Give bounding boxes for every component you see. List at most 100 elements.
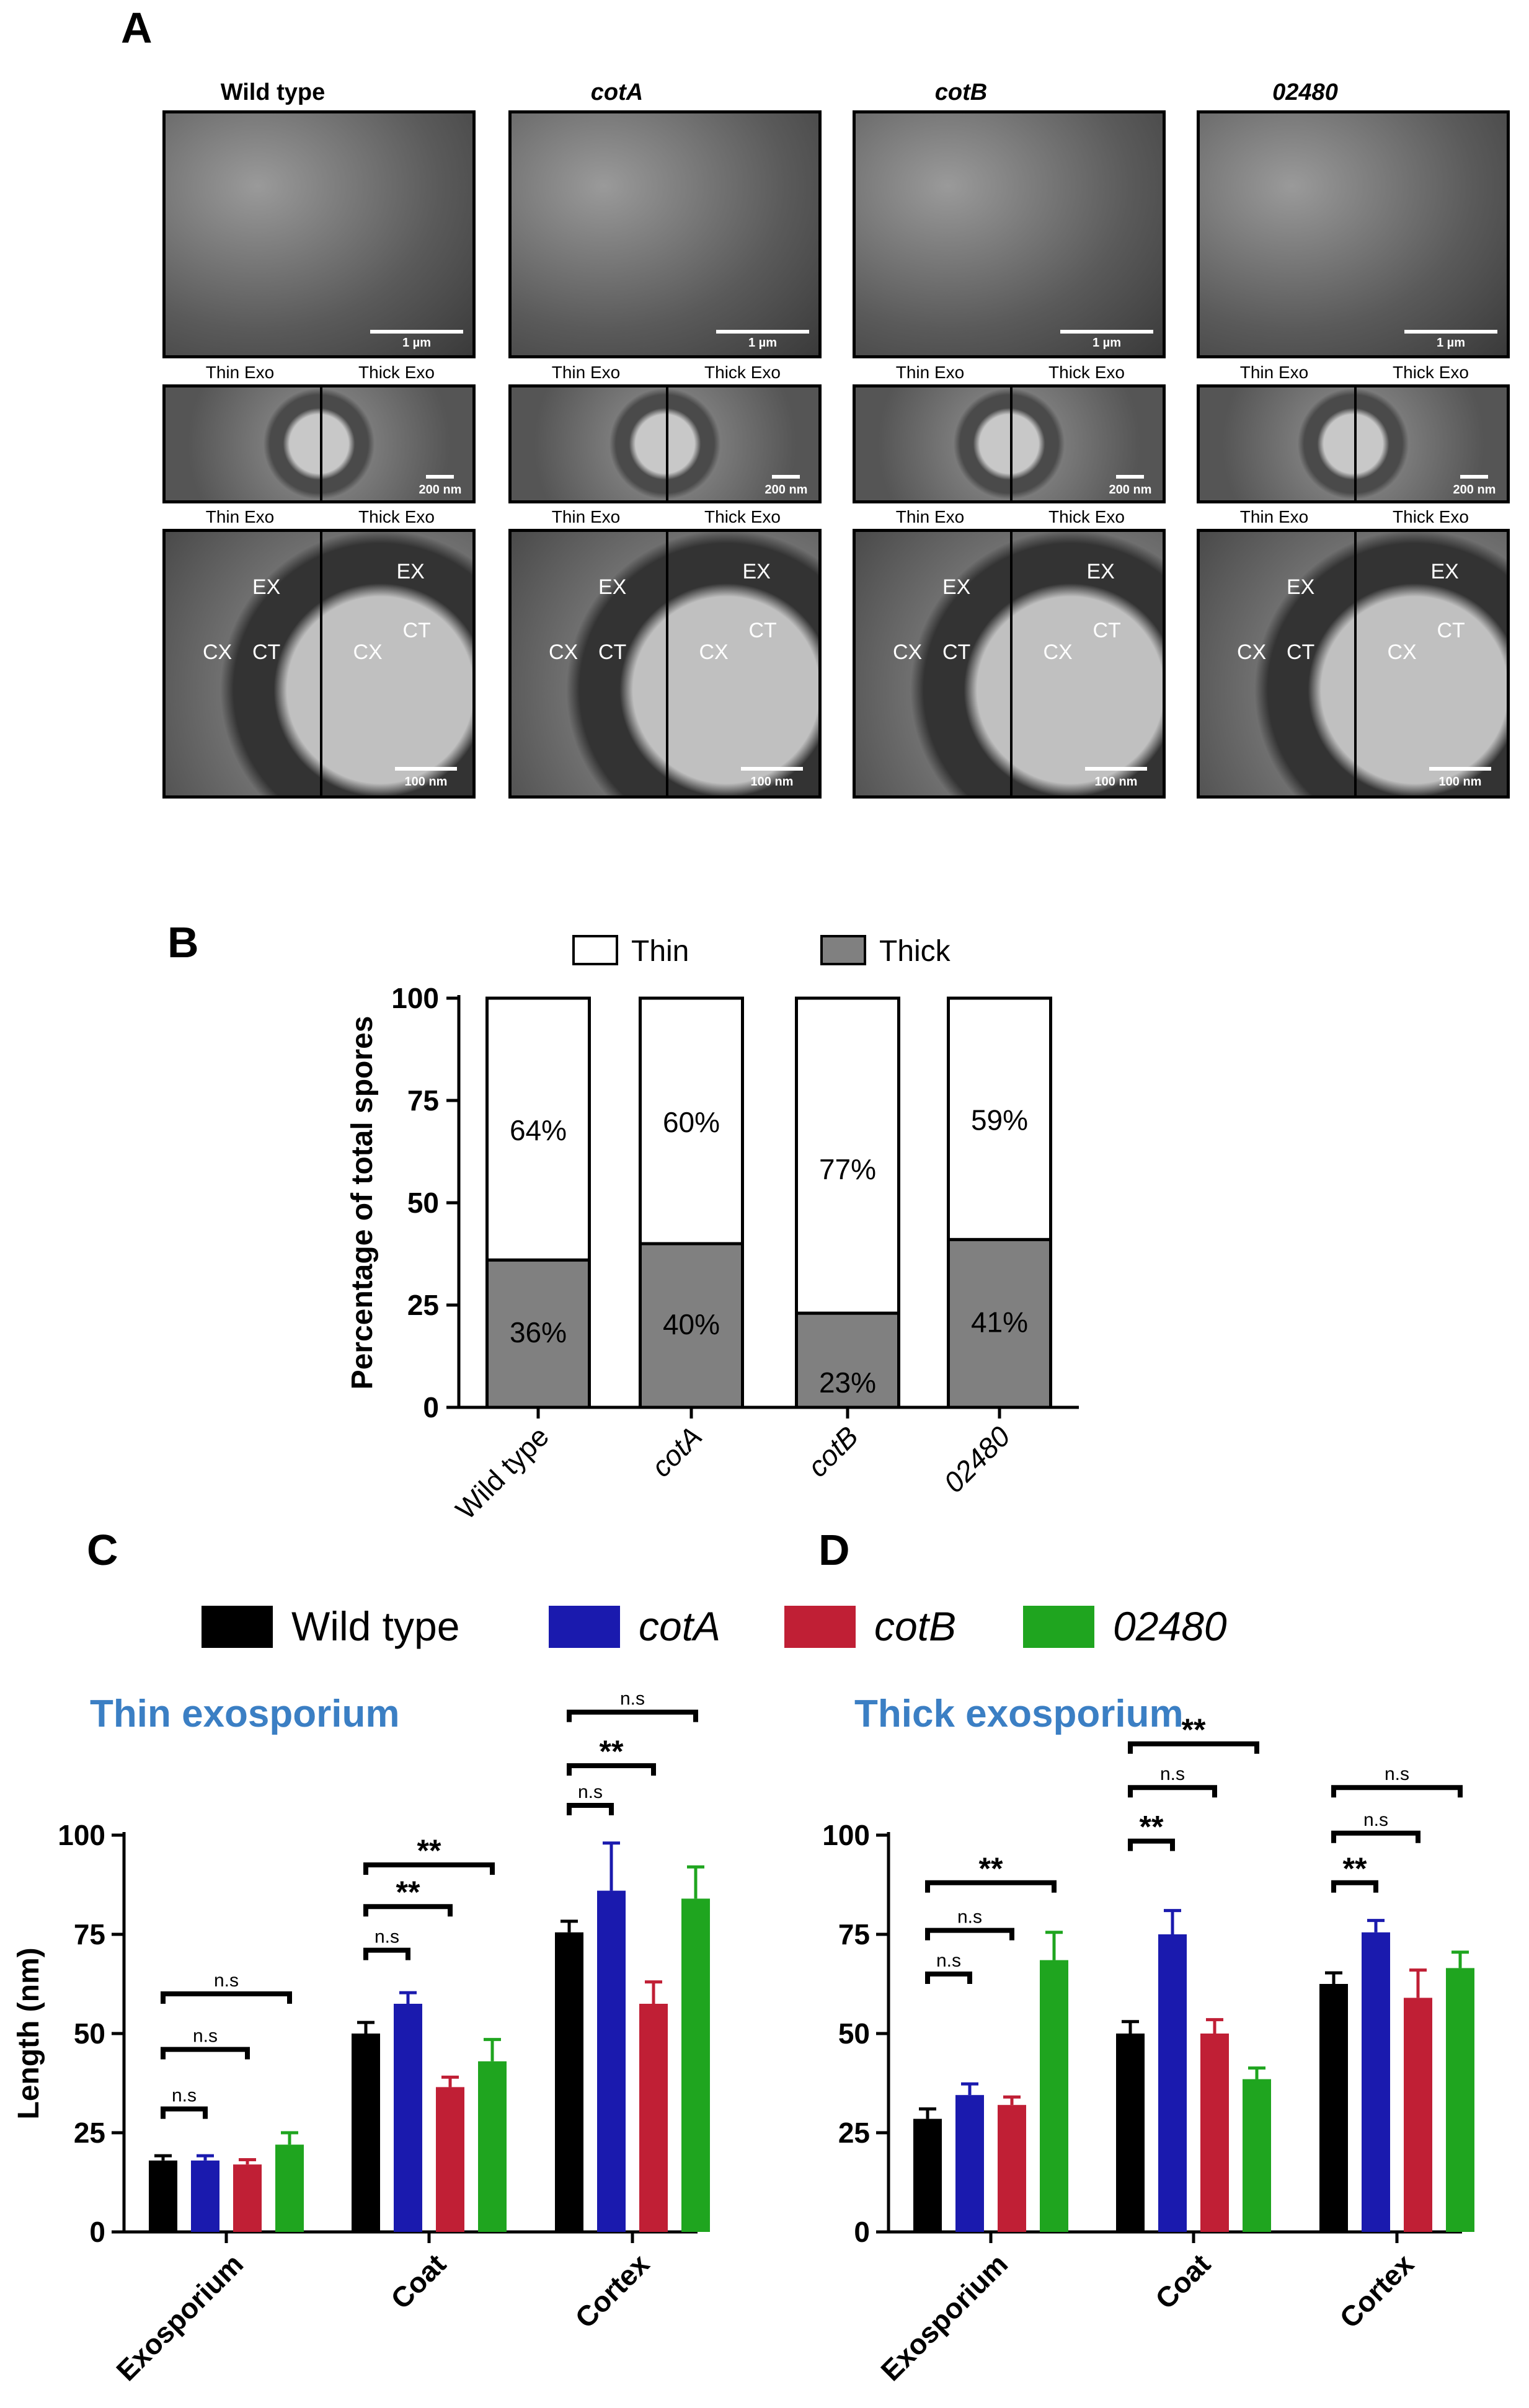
- bar-d-g0-s1: [955, 2095, 984, 2232]
- micrograph-divider-bot-cotb: [1009, 532, 1013, 795]
- bar-d-g0-s0: [913, 2118, 942, 2232]
- data-label-thin-3: 59%: [971, 1104, 1028, 1136]
- micrograph-overview-02480: 1 µm: [1197, 110, 1510, 358]
- annotation-cx-thin-02480: CX: [1237, 640, 1267, 664]
- scale-bar-200nm-cotb: [1116, 475, 1144, 479]
- legend-swatch-3: [1023, 1606, 1094, 1648]
- scale-label-1um-cotb: 1 µm: [1092, 336, 1121, 350]
- y-tick-label-c-0: 0: [89, 2216, 105, 2248]
- y-tick-label-b-75: 75: [407, 1084, 439, 1117]
- sig-label-d-1: n.s: [957, 1907, 982, 1928]
- annotation-ex-thin-cotb: EX: [942, 575, 971, 599]
- strain-label-wild-type: Wild type: [220, 79, 326, 105]
- micrograph-mid-02480: 200 nm: [1197, 384, 1510, 503]
- sig-label-d-2: **: [979, 1851, 1003, 1886]
- bar-thin-3: [947, 996, 1052, 1241]
- scale-label-200nm-cotb: 200 nm: [1109, 483, 1152, 497]
- thin-label-mid-wild-type: Thin Exo: [205, 363, 275, 382]
- bar-d-g0-s2: [998, 2105, 1026, 2232]
- sig-bracket-c-7: [567, 1763, 656, 1776]
- annotation-ex-thin-wild-type: EX: [252, 575, 281, 599]
- bar-c-g0-s1: [191, 2160, 219, 2232]
- y-tick-label-d-100: 100: [822, 1819, 870, 1851]
- scale-label-100nm-wild-type: 100 nm: [404, 775, 448, 789]
- bar-d-g2-s1: [1362, 1932, 1390, 2232]
- y-tick-label-d-25: 25: [838, 2117, 870, 2149]
- sig-label-c-6: n.s: [578, 1782, 603, 1802]
- thick-label-mid-wild-type: Thick Exo: [358, 363, 435, 382]
- scale-label-1um-cota: 1 µm: [748, 336, 777, 350]
- bar-d-g2-s3: [1446, 1968, 1474, 2232]
- thick-label-bot-02480: Thick Exo: [1393, 507, 1469, 526]
- sig-bracket-c-6: [567, 1803, 614, 1815]
- bar-c-g0-s0: [149, 2160, 177, 2232]
- sig-bracket-c-1: [161, 2047, 250, 2060]
- legend-label-0: Wild type: [291, 1603, 459, 1649]
- thin-label-bot-wild-type: Thin Exo: [205, 507, 275, 526]
- annotation-ct-thick-cota: CT: [748, 619, 777, 642]
- thick-label-mid-02480: Thick Exo: [1393, 363, 1469, 382]
- annotation-ct-thick-02480: CT: [1437, 619, 1465, 642]
- sig-bracket-d-6: [1331, 1880, 1378, 1893]
- bar-thin-2: [795, 996, 900, 1315]
- data-label-thin-0: 64%: [510, 1114, 567, 1146]
- annotation-ex-thick-02480: EX: [1430, 560, 1459, 583]
- thick-label-bot-cota: Thick Exo: [704, 507, 781, 526]
- sig-bracket-c-0: [161, 2106, 208, 2119]
- sig-label-c-2: n.s: [214, 1970, 239, 1991]
- bar-d-g1-s1: [1158, 1934, 1187, 2232]
- sig-bracket-c-8: [567, 1709, 698, 1722]
- bar-d-g1-s3: [1243, 2079, 1271, 2232]
- x-tick-label-c-1: Coat: [384, 2247, 452, 2315]
- sig-label-c-0: n.s: [172, 2086, 197, 2106]
- sig-label-c-8: n.s: [620, 1689, 645, 1709]
- y-tick-label-b-0: 0: [423, 1391, 439, 1423]
- micrograph-mid-wild-type: 200 nm: [162, 384, 476, 503]
- micrograph-mid-cota: 200 nm: [508, 384, 822, 503]
- sig-label-c-3: n.s: [374, 1927, 399, 1947]
- y-tick-label-c-50: 50: [74, 2017, 105, 2050]
- bar-thin-0: [485, 996, 591, 1262]
- strain-label-02480: 02480: [1272, 79, 1338, 105]
- micrograph-highres-wild-type: 100 nm EX CX CT EX CX CT: [162, 529, 476, 799]
- data-label-thin-1: 60%: [663, 1106, 720, 1138]
- bar-c-g1-s0: [352, 2034, 380, 2232]
- y-tick-label-c-25: 25: [74, 2117, 105, 2149]
- bar-c-g2-s0: [555, 1932, 583, 2232]
- sig-label-c-5: **: [417, 1833, 441, 1868]
- y-tick-label-d-50: 50: [838, 2017, 870, 2050]
- bar-c-g0-s2: [233, 2164, 262, 2232]
- panel-label-a: A: [121, 4, 153, 52]
- y-tick-label-b-25: 25: [407, 1289, 439, 1321]
- micrograph-overview-cotb: 1 µm: [853, 110, 1166, 358]
- scale-label-100nm-cotb: 100 nm: [1094, 775, 1138, 789]
- chart-b-stacked-bar: 0 25 50 75 100 Percentage of total spores 64% 3…: [346, 935, 1079, 1526]
- strain-label-cotb: cotB: [934, 79, 988, 105]
- micrograph-highres-02480: 100 nm EX CX CT EX CX CT: [1197, 529, 1510, 799]
- x-tick-label-d-0: Exosporium: [874, 2247, 1014, 2387]
- legend-swatch-1: [549, 1606, 620, 1648]
- annotation-cx-thick-02480: CX: [1387, 640, 1417, 664]
- bar-thin-1: [639, 996, 744, 1246]
- annotation-ct-thin-wild-type: CT: [252, 640, 281, 664]
- y-tick-label-d-0: 0: [854, 2216, 870, 2248]
- scale-bar-100nm-cota: [741, 767, 803, 771]
- scale-label-200nm-02480: 200 nm: [1453, 483, 1496, 497]
- panel-label-d: D: [818, 1526, 850, 1574]
- x-tick-label-b-3: 02480: [937, 1420, 1017, 1499]
- scale-bar-200nm-cota: [772, 475, 800, 479]
- sig-bracket-c-2: [161, 1991, 292, 2004]
- scale-bar-1um-cotb: [1060, 330, 1153, 334]
- sig-bracket-d-5: [1128, 1741, 1259, 1754]
- bar-c-g2-s1: [597, 1890, 626, 2232]
- x-tick-label-b-1: cotA: [645, 1420, 708, 1483]
- data-label-thin-2: 77%: [819, 1153, 876, 1185]
- legend-cd: Wild type cotA cotB 02480: [202, 1603, 1227, 1649]
- sig-label-c-4: **: [396, 1875, 420, 1910]
- chart-c-thin-exosporium: Thin exosporium 0 25 50 75 100 Length (nm) Exos…: [12, 1689, 710, 2387]
- micrograph-divider-mid-02480: [1354, 387, 1357, 500]
- chart-title-d: Thick exosporium: [854, 1693, 1184, 1735]
- bar-d-g1-s0: [1116, 2034, 1145, 2232]
- annotation-ex-thin-02480: EX: [1287, 575, 1315, 599]
- sig-label-d-5: **: [1182, 1712, 1206, 1747]
